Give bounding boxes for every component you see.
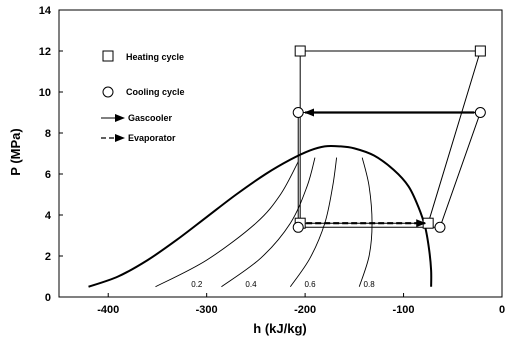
y-axis-ticks: 0 2 4 6 8 10 12 14: [39, 5, 63, 304]
x-tick-label: -100: [393, 304, 415, 316]
legend-gascooler-label: Gascooler: [128, 113, 173, 123]
cooling-cycle-point: [474, 107, 486, 118]
quality-line-0-2: [155, 161, 299, 288]
x-axis-label: h (kJ/kg): [253, 321, 306, 336]
plot-area-frame: [58, 9, 503, 298]
legend: Heating cycle Cooling cycle Gascooler Ev…: [101, 50, 185, 143]
x-axis-ticks: -400 -300 -200 -100 0: [97, 293, 505, 316]
x-tick-label: -300: [196, 304, 218, 316]
y-axis-label: P (MPa): [8, 128, 23, 175]
quality-line-0-4: [221, 157, 316, 288]
cooling-cycle-point: [292, 107, 304, 118]
legend-evaporator-label: Evaporator: [128, 133, 176, 143]
y-tick-label: 12: [39, 46, 51, 58]
y-tick-label: 6: [45, 169, 51, 181]
y-tick-label: 0: [45, 292, 51, 304]
x-tick-label: 0: [499, 304, 505, 316]
saturation-dome-curve: [88, 144, 433, 288]
series-layer: 0.2 0.4 0.6 0.8: [88, 45, 486, 289]
quality-label-0-6: 0.6: [304, 280, 316, 289]
cooling-cycle-point: [292, 221, 304, 233]
y-tick-label: 8: [45, 128, 51, 140]
y-tick-label: 14: [39, 5, 52, 17]
x-tick-label: -400: [97, 304, 119, 316]
legend-square-marker: [102, 50, 114, 62]
legend-heating-cycle-label: Heating cycle: [126, 52, 184, 62]
legend-cooling-cycle-label: Cooling cycle: [126, 87, 185, 97]
y-tick-label: 10: [39, 87, 51, 99]
x-tick-label: -200: [294, 304, 316, 316]
legend-circle-marker: [102, 86, 114, 98]
heating-cycle-point: [294, 45, 306, 57]
y-tick-label: 2: [45, 251, 51, 263]
cooling-cycle-point: [434, 221, 446, 233]
cooling-cycle-line: [297, 112, 482, 228]
y-tick-label: 4: [45, 210, 52, 222]
heating-cycle-point: [474, 45, 486, 57]
quality-label-0-4: 0.4: [245, 280, 257, 289]
heating-cycle-line: [299, 50, 482, 224]
quality-label-0-2: 0.2: [191, 280, 203, 289]
quality-label-0-8: 0.8: [364, 280, 376, 289]
